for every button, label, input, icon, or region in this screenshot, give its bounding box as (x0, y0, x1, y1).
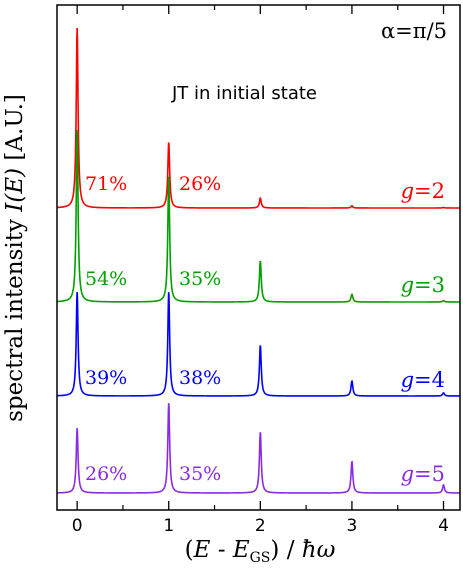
x-axis-ticks: 0 1 2 3 4 (72, 5, 449, 536)
svg-text:spectral intensity: spectral intensity I(E) [A.U.] (2, 94, 28, 422)
jt-annotation: JT in initial state (171, 83, 317, 104)
alpha-annotation: α=π/5 (381, 19, 447, 43)
x-tick-label: 3 (347, 516, 358, 536)
weight-label-one-phonon: 26% (179, 173, 221, 195)
series-labels: g=2 g=3 g=4 g=5 (401, 179, 445, 486)
series-label: g=3 (401, 273, 445, 297)
series-curve-2 (56, 129, 460, 303)
x-tick-label: 1 (163, 516, 174, 536)
y-axis-label-text: spectral intensity (2, 219, 28, 422)
series-curves (56, 27, 460, 494)
x-tick-label: 4 (438, 516, 449, 536)
series-label: g=4 (401, 368, 445, 392)
y-axis-units: [A.U.] (2, 94, 28, 160)
y-axis-symbol: I(E) (2, 168, 28, 213)
series-curve-1 (56, 27, 460, 209)
weight-label-zero-phonon: 71% (85, 173, 127, 195)
x-tick-label: 2 (255, 516, 266, 536)
x-tick-label: 0 (72, 516, 83, 536)
weight-label-one-phonon: 35% (179, 463, 221, 485)
series-curve-3 (56, 291, 460, 397)
x-axis-label: (E - EGS) / ħω (185, 537, 336, 566)
y-axis-label: spectral intensity I(E) [A.U.] (2, 94, 28, 422)
weight-label-one-phonon: 35% (179, 268, 221, 290)
weight-label-zero-phonon: 39% (85, 367, 127, 389)
series-label: g=2 (401, 179, 445, 203)
weight-label-one-phonon: 38% (179, 367, 221, 389)
weight-label-zero-phonon: 26% (85, 463, 127, 485)
plot-frame (56, 4, 461, 511)
weight-labels: 71% 26% 54% 35% 39% 38% 26% 35% (85, 173, 221, 485)
weight-label-zero-phonon: 54% (85, 268, 127, 290)
series-label: g=5 (401, 462, 445, 486)
series-curve-4 (56, 403, 460, 494)
